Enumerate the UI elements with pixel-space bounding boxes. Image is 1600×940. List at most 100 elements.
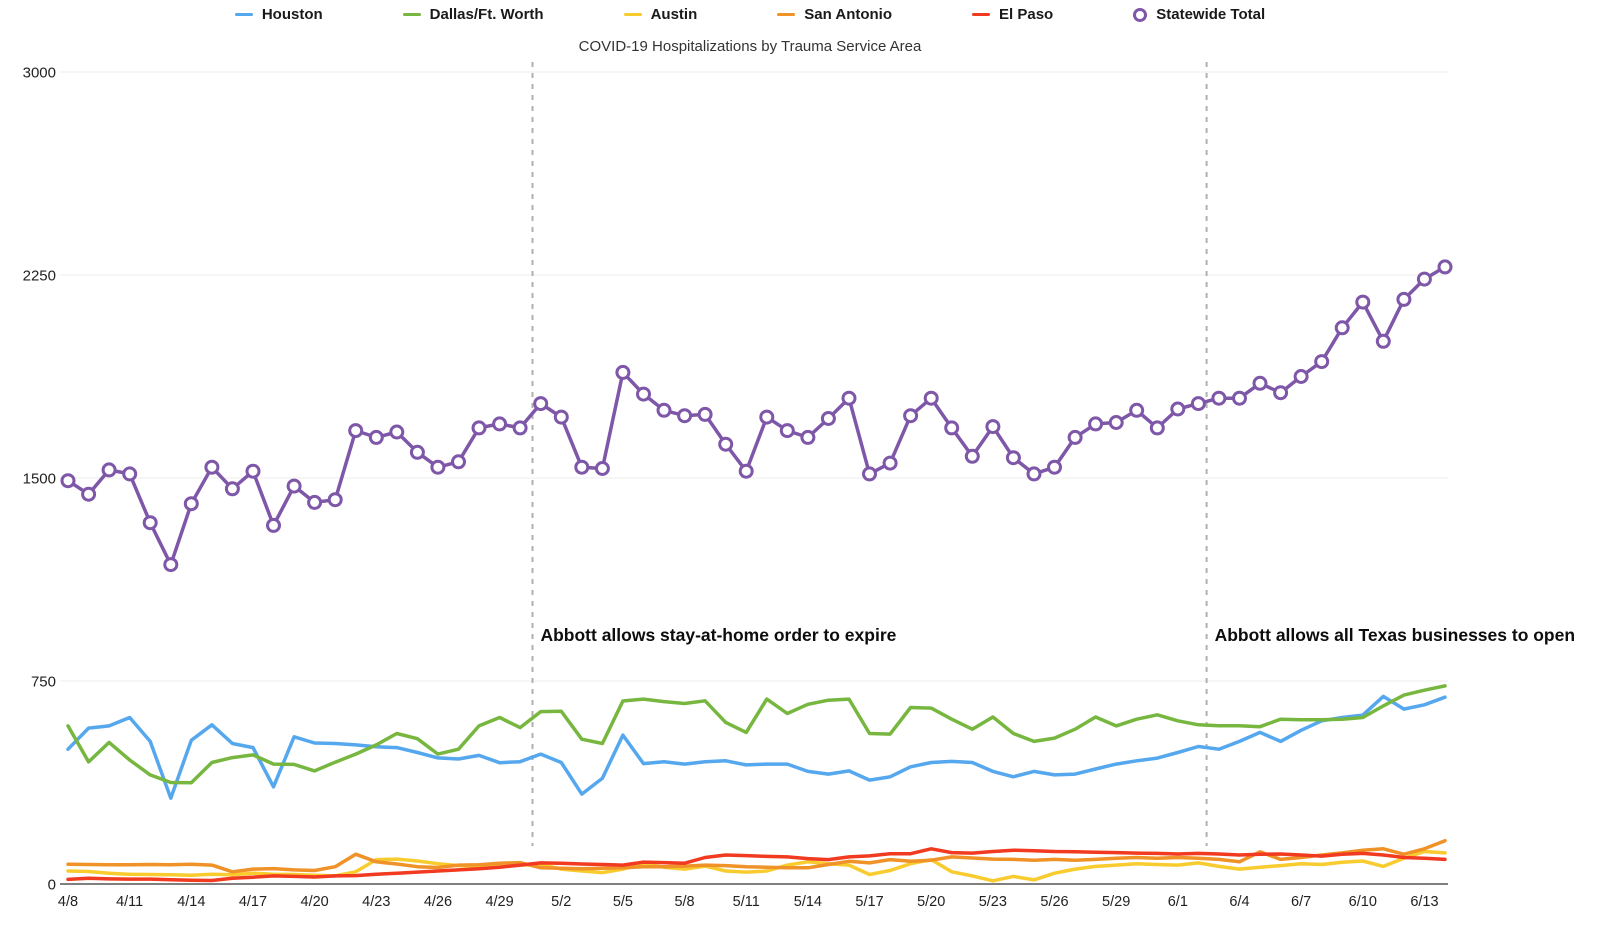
data-point-marker (1252, 375, 1268, 391)
data-point-marker (101, 462, 117, 478)
legend-label: San Antonio (804, 6, 893, 23)
data-point-marker (1314, 354, 1330, 370)
x-tick-label-5-23: 5/23 (979, 894, 1007, 910)
series-houston (66, 694, 1447, 800)
x-tick-label-6-7: 6/7 (1291, 894, 1311, 910)
data-point-marker (1232, 390, 1247, 406)
data-point-marker (1375, 333, 1391, 349)
data-point-marker (779, 423, 795, 439)
data-point-marker (327, 492, 343, 508)
x-tick-label-4-20: 4/20 (301, 894, 329, 910)
x-tick-label-6-1: 6/1 (1168, 894, 1188, 910)
data-point-marker (1047, 459, 1062, 475)
data-point-marker (820, 411, 836, 426)
series-el-paso (66, 847, 1447, 883)
series-austin (66, 849, 1447, 883)
x-tick-label-6-10: 6/10 (1349, 894, 1377, 910)
data-point-marker (1416, 271, 1432, 287)
data-point-marker (348, 423, 364, 439)
legend-item-austin[interactable]: Austin (623, 6, 697, 23)
legend-item-houston[interactable]: Houston (234, 6, 323, 23)
y-tick-label-2250: 2250 (23, 268, 56, 285)
data-point-marker (944, 420, 960, 436)
data-point-marker (1149, 420, 1165, 436)
legend-line-swatch-icon (972, 12, 991, 17)
legend-line-swatch-icon (234, 12, 253, 17)
data-point-marker (471, 420, 487, 436)
legend-label: Houston (261, 6, 323, 23)
x-tick-label-4-14: 4/14 (177, 894, 205, 910)
data-point-marker (204, 459, 220, 475)
x-tick-label-5-8: 5/8 (674, 894, 694, 910)
legend-item-san-antonio[interactable]: San Antonio (777, 6, 892, 23)
data-point-marker (512, 420, 528, 436)
data-point-marker (964, 448, 980, 464)
data-point-marker (923, 390, 939, 406)
data-point-marker (903, 408, 919, 424)
legend: Houston Dallas/Ft. Worth Austin San Antonio… (0, 6, 1500, 23)
data-point-marker (594, 461, 610, 476)
series-line-0 (66, 694, 1447, 800)
annotation-label-1: Abbott allows stay-at-home order to expi… (540, 625, 896, 645)
data-point-marker (553, 409, 569, 425)
data-point-marker (1293, 369, 1309, 384)
x-tick-label-4-8: 4/8 (58, 894, 78, 910)
data-point-marker (368, 429, 384, 445)
series-statewide-total (60, 259, 1453, 573)
x-tick-label-5-29: 5/29 (1102, 894, 1130, 910)
x-tick-label-4-26: 4/26 (424, 894, 452, 910)
x-tick-label-5-17: 5/17 (855, 894, 883, 910)
y-tick-label-1500: 1500 (23, 471, 56, 488)
x-tick-label-4-29: 4/29 (485, 894, 513, 910)
data-point-marker (574, 459, 590, 475)
data-point-marker (1211, 390, 1227, 406)
data-point-marker (882, 455, 898, 471)
y-tick-label-3000: 3000 (23, 65, 56, 82)
data-point-marker (1170, 401, 1186, 417)
legend-item-el-paso[interactable]: El Paso (972, 6, 1053, 23)
x-tick-label-5-11: 5/11 (733, 894, 760, 910)
chart-title: COVID-19 Hospitalizations by Trauma Serv… (578, 38, 922, 55)
data-point-marker (451, 454, 466, 470)
data-point-marker (533, 396, 549, 412)
data-point-marker (862, 466, 877, 482)
data-point-marker (307, 494, 323, 510)
data-point-marker (1129, 402, 1145, 418)
data-point-marker (286, 478, 302, 494)
data-point-marker (142, 515, 158, 531)
x-tick-label-6-13: 6/13 (1410, 894, 1438, 910)
x-tick-label-5-2: 5/2 (551, 894, 571, 910)
data-point-marker (409, 444, 425, 460)
data-point-marker (163, 557, 179, 573)
data-point-marker (841, 390, 857, 406)
data-point-marker (492, 416, 508, 432)
annotation-label-2: Abbott allows all Texas businesses to op… (1215, 625, 1575, 645)
data-point-marker (1273, 385, 1289, 401)
data-point-marker (1190, 396, 1206, 412)
x-tick-label-5-20: 5/20 (917, 894, 945, 910)
legend-item-dallas-ft-worth[interactable]: Dallas/Ft. Worth (402, 6, 544, 23)
data-point-marker (122, 466, 138, 482)
data-point-marker (430, 459, 446, 475)
data-point-marker (60, 473, 76, 489)
data-point-marker (245, 463, 261, 479)
x-tick-label-5-5: 5/5 (613, 894, 633, 910)
data-point-marker (656, 402, 672, 418)
data-point-marker (800, 429, 816, 445)
x-tick-label-4-11: 4/11 (116, 894, 143, 910)
series-line-2 (66, 849, 1447, 883)
x-tick-label-4-23: 4/23 (362, 894, 390, 910)
series-line-3 (66, 838, 1447, 874)
x-axis-labels: 4/8 4/11 4/14 4/17 4/20 4/23 4/26 4/29 5/2 5/5 5/8… (58, 894, 1439, 910)
x-tick-label-5-14: 5/14 (794, 894, 822, 910)
data-point-marker (1005, 450, 1021, 466)
x-tick-label-5-26: 5/26 (1040, 894, 1068, 910)
legend-item-statewide-total[interactable]: Statewide Total (1133, 6, 1265, 23)
data-point-marker (1088, 416, 1104, 432)
data-point-marker (677, 408, 693, 424)
data-point-marker (1108, 415, 1124, 430)
legend-line-swatch-icon (777, 12, 796, 17)
x-tick-label-6-4: 6/4 (1229, 894, 1249, 910)
legend-line-swatch-icon (402, 12, 421, 17)
